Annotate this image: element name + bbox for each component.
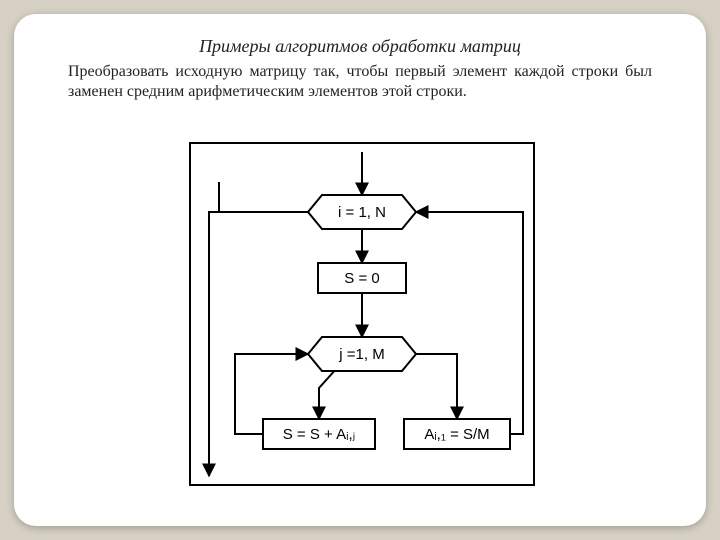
- slide-card: Примеры алгоритмов обработки матриц Прео…: [14, 14, 706, 526]
- slide-title: Примеры алгоритмов обработки матриц: [14, 36, 706, 57]
- slide-description: Преобразовать исходную матрицу так, чтоб…: [68, 62, 652, 102]
- flowchart-container: i = 1, N S = 0 j =1, M S = S + Aᵢ,ⱼ Aᵢ,₁ = S…: [189, 142, 535, 486]
- edge-assign_back-loop_i: [416, 212, 523, 434]
- node-label-assign: Aᵢ,₁ = S/M: [424, 426, 489, 443]
- node-label-loop_i: i = 1, N: [338, 204, 386, 221]
- node-label-accum: S = S + Aᵢ,ⱼ: [283, 426, 356, 443]
- node-label-init_s: S = 0: [344, 270, 379, 287]
- edge-loop_j_right-assign: [416, 354, 457, 419]
- edge-loop_j-accum: [319, 368, 337, 419]
- flowchart-svg: i = 1, N S = 0 j =1, M S = S + Aᵢ,ⱼ Aᵢ,₁ = S…: [191, 144, 533, 484]
- node-label-loop_j: j =1, M: [338, 346, 384, 363]
